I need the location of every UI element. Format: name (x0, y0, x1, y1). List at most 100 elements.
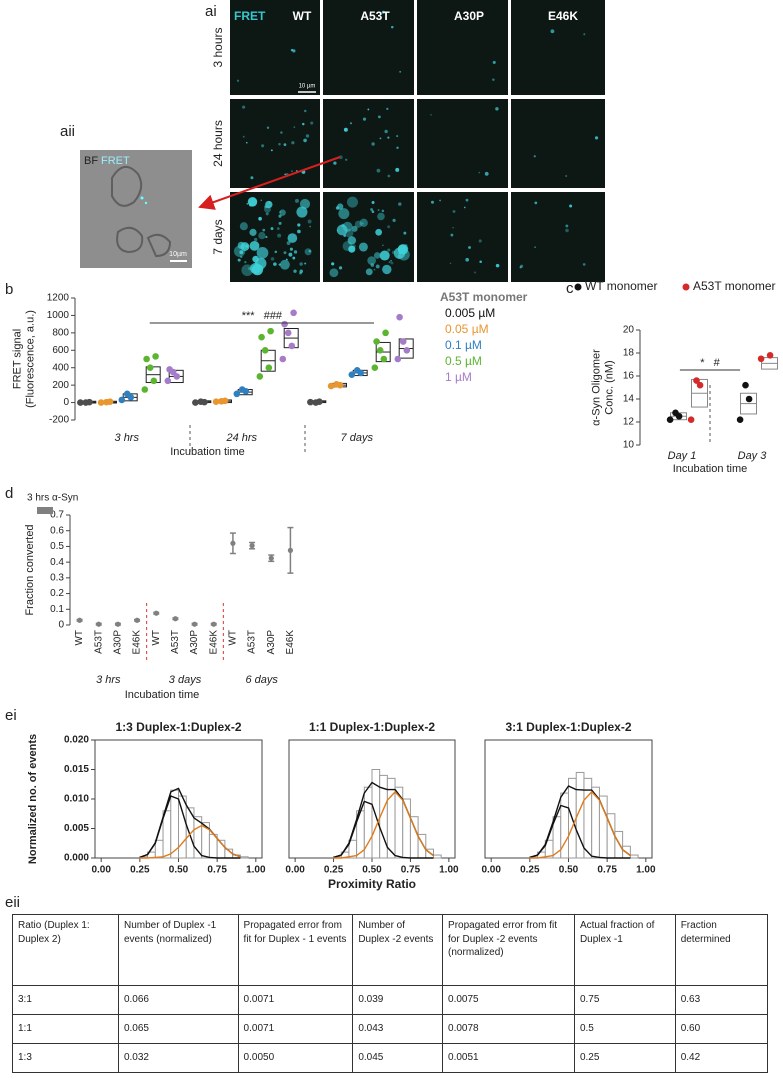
x-tick-label: 1.00 (246, 865, 266, 876)
fret-spot (565, 228, 569, 233)
fret-spot (382, 244, 384, 247)
y-tick-label: 20 (623, 325, 635, 336)
fret-spot (390, 261, 394, 265)
histogram-bar (629, 854, 639, 859)
x-tick-label: A53T (93, 630, 104, 654)
fret-spot (245, 244, 249, 248)
fret-spot (390, 259, 392, 262)
row-label: 7 days (211, 219, 225, 254)
fret-spot (345, 158, 348, 161)
fret-spot (266, 126, 270, 129)
fret-spot (297, 229, 301, 234)
data-point (192, 399, 199, 406)
table-cell: 0.0071 (237, 985, 354, 1015)
brightfield-image (80, 150, 192, 268)
fret-spot (376, 168, 381, 173)
data-point (233, 390, 241, 398)
x-tick-label: A53T (170, 630, 181, 654)
table-cell: Propagated error from fit for Duplex -2 … (442, 914, 575, 986)
fret-spot (270, 227, 274, 231)
scale-bar-label: 10µm (169, 251, 187, 258)
panel-label: ei (5, 707, 17, 724)
data-point (287, 547, 294, 553)
data-point (238, 386, 246, 393)
fret-spot (379, 137, 382, 140)
y-axis-label: Conc. (nM) (603, 360, 615, 414)
fret-spot (492, 78, 495, 82)
fret-spot (299, 271, 302, 275)
data-point (290, 309, 297, 317)
fret-spot (302, 122, 305, 126)
fret-spot (293, 250, 298, 254)
fret-spot (388, 261, 391, 264)
fret-spot (280, 131, 283, 134)
fret-spot (288, 252, 293, 257)
fret-spot (565, 175, 568, 178)
y-tick-label: 0.000 (64, 853, 89, 864)
data-point (249, 543, 255, 549)
table-cell: 1:3 (12, 1043, 119, 1073)
y-axis-label: α-Syn Oligomer (590, 349, 602, 426)
y-tick-label: 0.010 (64, 794, 89, 805)
fret-spot (144, 201, 148, 205)
legend-entry: 0.05 µM (445, 322, 489, 336)
fit-curve (139, 824, 241, 859)
fret-spot (240, 255, 243, 259)
inset-image: BF FRET 10µm (80, 150, 192, 268)
data-point (742, 381, 749, 389)
fret-spot (367, 108, 370, 111)
fret-spot (296, 206, 308, 218)
y-axis-label: Normalized no. of events (27, 734, 39, 864)
table-cell: Propagated error from fit for Duplex - 1… (237, 914, 354, 986)
fret-spot (279, 210, 282, 214)
fret-spot (246, 203, 249, 205)
fret-spot (468, 246, 471, 249)
fret-spot (304, 109, 307, 113)
fret-spot (534, 201, 538, 205)
data-point (258, 333, 265, 341)
data-point (766, 352, 774, 359)
fret-spot (465, 257, 469, 262)
fret-spot (583, 33, 586, 36)
x-tick-label: WT (228, 630, 239, 646)
fret-spot (430, 113, 432, 116)
fret-spot (565, 224, 569, 228)
table-row: 1:3 0.032 0.0050 0.045 0.0051 0.25 0.42 (12, 1043, 769, 1073)
fret-spot (329, 268, 339, 278)
column-label: WT (293, 9, 312, 23)
fret-spot (286, 241, 291, 245)
data-point (141, 386, 149, 393)
fret-spot (279, 209, 286, 216)
fit-curve (333, 800, 434, 859)
fret-spot (343, 127, 348, 132)
panel-label: b (5, 281, 13, 298)
data-point (115, 621, 121, 627)
fret-spot (370, 208, 373, 211)
fret-spot (520, 264, 524, 268)
table-cell: 0.75 (573, 985, 676, 1015)
fret-spot (347, 236, 357, 245)
fret-spot (450, 233, 454, 237)
data-point (82, 399, 90, 406)
x-tick-label: WT (151, 630, 162, 646)
data-point (396, 313, 403, 321)
micrograph (323, 99, 414, 188)
micrograph (511, 192, 605, 282)
fret-spot (387, 225, 391, 229)
data-point (267, 327, 274, 335)
data-point (230, 540, 236, 546)
fret-spot (284, 173, 286, 176)
fret-spot (382, 264, 392, 275)
fret-spot (533, 155, 536, 158)
fret-spot (346, 196, 359, 208)
y-tick-label: 600 (52, 345, 69, 356)
fret-spot (479, 260, 482, 264)
y-tick-label: 0.5 (50, 541, 64, 552)
x-tick-label: Day 3 (738, 450, 768, 462)
fret-spot (247, 196, 258, 207)
data-point (373, 338, 380, 345)
fret-spot (293, 269, 297, 273)
fret-spot (391, 25, 394, 29)
x-tick-label: E46K (285, 630, 296, 655)
